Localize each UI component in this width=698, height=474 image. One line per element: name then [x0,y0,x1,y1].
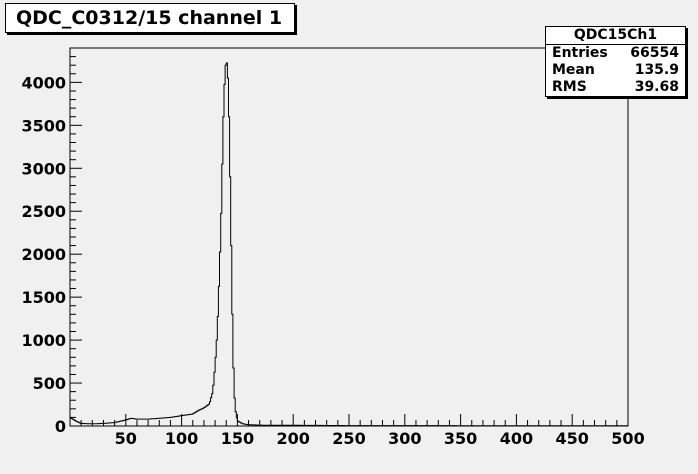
stats-value-rms: 39.68 [634,79,679,95]
x-tick-label: 500 [611,429,644,448]
histogram-series [69,62,629,427]
x-tick-label: 50 [115,429,137,448]
y-tick-label: 500 [33,374,66,393]
y-tick-label: 4000 [21,73,66,92]
x-tick-label: 250 [332,429,365,448]
stats-histogram-name: QDC15Ch1 [546,27,685,45]
y-tick-label: 3000 [21,159,66,178]
stats-row-rms: RMS 39.68 [546,79,685,96]
x-tick-label: 200 [276,429,309,448]
x-tick-label: 100 [165,429,198,448]
stats-label-rms: RMS [552,79,587,95]
stats-value-entries: 66554 [630,45,679,61]
plot-frame [69,47,629,427]
stats-row-mean: Mean 135.9 [546,62,685,79]
y-tick-label: 2000 [21,245,66,264]
stats-label-entries: Entries [552,45,608,61]
stats-row-entries: Entries 66554 [546,45,685,62]
y-tick-label: 0 [55,417,66,436]
stats-label-mean: Mean [552,62,595,78]
y-tick-label: 3500 [21,116,66,135]
chart-title: QDC_C0312/15 channel 1 [5,3,296,33]
stats-value-mean: 135.9 [634,62,679,78]
stats-box: QDC15Ch1 Entries 66554 Mean 135.9 RMS 39… [545,26,686,97]
x-tick-label: 350 [444,429,477,448]
x-axis-ticks: 50 100 150 200 250 300 350 400 450 500 [69,414,645,448]
y-axis-ticks: 0 500 1000 1500 2000 2500 3000 3500 4000 [21,47,82,436]
x-tick-label: 150 [221,429,254,448]
y-tick-label: 1500 [21,288,66,307]
y-tick-label: 2500 [21,202,66,221]
x-tick-label: 400 [500,429,533,448]
x-tick-label: 300 [388,429,421,448]
y-tick-label: 1000 [21,331,66,350]
x-tick-label: 450 [555,429,588,448]
